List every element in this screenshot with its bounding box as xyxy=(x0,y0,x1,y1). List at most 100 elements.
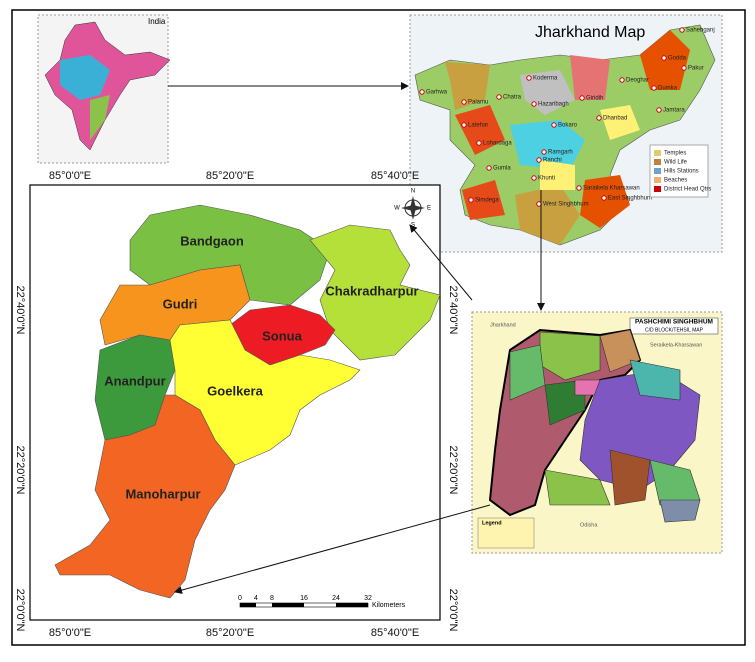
district-marker xyxy=(486,165,492,171)
district-label: Sahebganj xyxy=(686,28,715,34)
scale-tick: 4 xyxy=(254,595,258,602)
y-label-left: 22°20'0"N xyxy=(14,446,26,495)
district-marker xyxy=(619,77,625,83)
neighbor-label: Odisha xyxy=(580,522,598,528)
y-label-right: 22°0'0"N xyxy=(447,589,459,632)
district-marker xyxy=(661,55,667,61)
district-label: Lohardaga xyxy=(483,141,512,147)
y-label-right: 22°40'0"N xyxy=(447,286,459,335)
block-legend-box xyxy=(477,517,535,549)
district-marker xyxy=(461,99,467,105)
district-marker xyxy=(579,95,585,101)
legend-icon xyxy=(654,150,661,156)
y-label-right: 22°20'0"N xyxy=(447,446,459,495)
compass-label: N xyxy=(411,189,415,195)
district-label: Dumka xyxy=(658,86,678,92)
district-label: Khunti xyxy=(538,176,555,182)
district-label: Palamu xyxy=(468,100,488,106)
district-marker xyxy=(531,101,537,107)
district-label: Koderma xyxy=(533,76,558,82)
y-label-left: 22°0'0"N xyxy=(14,589,26,632)
scale-unit: Kilometers xyxy=(372,602,406,609)
arrows xyxy=(168,82,545,594)
neighbor-label: Jharkhand xyxy=(490,322,516,328)
district-marker xyxy=(681,65,687,71)
district-marker xyxy=(679,27,685,33)
legend-icon xyxy=(654,186,661,192)
district-label: Saraikela Kharsawan xyxy=(583,186,640,192)
district-marker xyxy=(476,140,482,146)
district-label: Godda xyxy=(668,56,687,62)
district-label: Giridih xyxy=(586,96,603,102)
block-label: Sonua xyxy=(262,328,302,343)
neighbor-label: Seraikela-Kharsawan xyxy=(650,342,702,348)
block-label: Manoharpur xyxy=(125,486,200,501)
map-title: Jharkhand Map xyxy=(535,24,645,41)
inset-label: India xyxy=(148,17,166,26)
india-shape xyxy=(44,21,171,151)
district-label: Ramgarh xyxy=(548,150,573,156)
block-label: Bandgaon xyxy=(180,233,244,248)
scale-tick: 0 xyxy=(238,595,242,602)
district-label: Hazaribagh xyxy=(538,102,569,108)
district-marker xyxy=(541,149,547,155)
district-label: Pakur xyxy=(688,66,704,72)
district-marker xyxy=(551,122,557,128)
compass-label: W xyxy=(394,206,400,212)
block-title-box xyxy=(629,317,719,335)
district-label: Chatra xyxy=(503,95,522,101)
legend-icon xyxy=(654,159,661,165)
block-area xyxy=(309,224,441,361)
outer-border xyxy=(11,9,746,646)
compass-label: E xyxy=(427,206,431,212)
district-label: Dhanbad xyxy=(603,116,627,122)
district-label: Ranchi xyxy=(543,158,562,164)
compass xyxy=(401,196,425,220)
district-marker xyxy=(419,89,425,95)
district-marker xyxy=(468,197,474,203)
block-label: Gudri xyxy=(163,296,198,311)
scale-tick: 24 xyxy=(332,595,340,602)
district-label: Latehar xyxy=(468,123,488,129)
block-subtitle: C/D BLOCK/TEHSIL MAP xyxy=(645,327,704,333)
district-marker xyxy=(601,195,607,201)
district-marker xyxy=(536,157,542,163)
y-label-left: 22°40'0"N xyxy=(14,286,26,335)
india-region xyxy=(60,55,110,100)
district-label: Deoghar xyxy=(626,78,649,84)
block-legend-title: Legend xyxy=(482,520,502,526)
legend-icon xyxy=(654,177,661,183)
district-label: Gumla xyxy=(493,166,511,172)
district-marker xyxy=(526,75,532,81)
legend-label: Wild Life xyxy=(664,160,688,166)
legend-icon xyxy=(654,168,661,174)
legend-label: District Head Qtrs xyxy=(664,187,711,193)
district-label: East Singhbhum xyxy=(608,196,652,202)
block-map-shapes xyxy=(488,328,701,523)
block-label: Anandpur xyxy=(104,373,165,388)
district-marker xyxy=(656,107,662,113)
scale-bar xyxy=(239,602,369,608)
legend-label: Beaches xyxy=(664,178,687,184)
x-label-bottom: 85°0'0"E xyxy=(49,627,91,639)
scale-tick: 8 xyxy=(270,595,274,602)
x-label-bottom: 85°20'0"E xyxy=(206,627,254,639)
legend-label: Temples xyxy=(664,151,686,157)
district-marker xyxy=(496,94,502,100)
district-marker xyxy=(461,122,467,128)
district-label: Garhwa xyxy=(426,90,448,96)
x-label-top: 85°0'0"E xyxy=(49,170,91,182)
x-label-bottom: 85°40'0"E xyxy=(371,627,419,639)
district-marker xyxy=(596,115,602,121)
block-label: Chakradharpur xyxy=(325,283,418,298)
legend-label: Hills Stations xyxy=(664,169,699,175)
district-marker xyxy=(531,175,537,181)
block-label: Goelkera xyxy=(207,383,263,398)
x-label-top: 85°20'0"E xyxy=(206,170,254,182)
district-marker xyxy=(651,85,657,91)
scale-tick: 16 xyxy=(300,595,308,602)
district-label: Simdega xyxy=(475,198,499,204)
scale-tick: 32 xyxy=(364,595,372,602)
district-label: Bokaro xyxy=(558,123,578,129)
